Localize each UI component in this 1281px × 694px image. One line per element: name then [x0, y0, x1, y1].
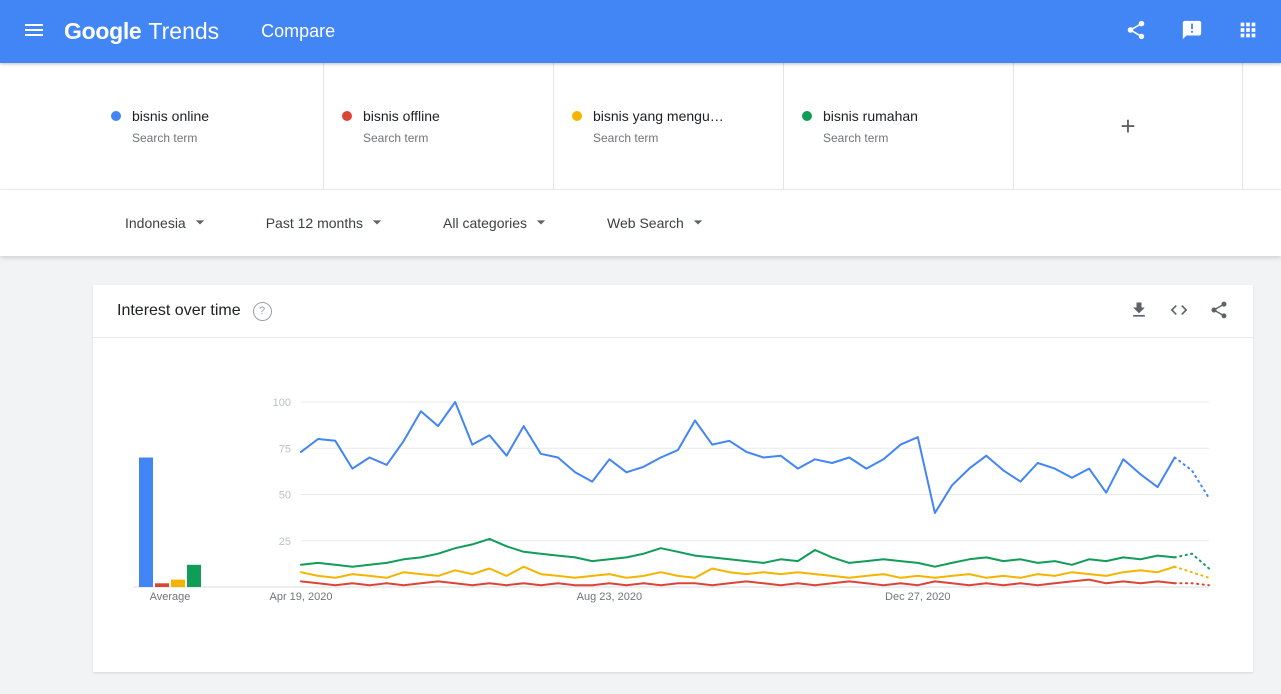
download-icon	[1129, 300, 1149, 323]
share-button[interactable]	[1125, 19, 1147, 44]
embed-code-icon	[1169, 300, 1189, 323]
term-label: bisnis online	[132, 107, 210, 124]
chart-actions	[1129, 300, 1229, 323]
term-type-label: Search term	[593, 130, 659, 145]
term-label: bisnis yang mengu…	[593, 107, 724, 124]
filter-time-range-label: Past 12 months	[265, 215, 363, 231]
app-header: Google Trends Compare	[0, 0, 1281, 63]
svg-text:100: 100	[273, 397, 291, 409]
svg-text:Average: Average	[150, 591, 191, 603]
hamburger-icon	[22, 18, 46, 45]
term-type-label: Search term	[823, 130, 889, 145]
page-title: Compare	[261, 21, 336, 41]
svg-text:Aug 23, 2020: Aug 23, 2020	[577, 591, 642, 603]
term-card-bisnis-yang-mengu[interactable]: bisnis yang mengu… Search term	[553, 63, 783, 189]
series-color-dot	[111, 110, 121, 121]
header-actions	[1125, 19, 1267, 44]
logo-google-text: Google	[64, 18, 142, 44]
share-icon	[1209, 300, 1229, 323]
share-icon	[1125, 19, 1147, 44]
help-icon[interactable]: ?	[252, 301, 272, 321]
series-color-dot	[802, 110, 812, 121]
chevron-down-icon	[527, 212, 551, 235]
term-card-bisnis-online[interactable]: bisnis online Search term	[93, 63, 323, 189]
filter-search-type-label: Web Search	[607, 215, 684, 231]
term-label: bisnis rumahan	[823, 107, 918, 124]
chevron-down-icon	[186, 212, 210, 235]
filters-bar: Indonesia Past 12 months All categories …	[0, 190, 1281, 256]
chart-card-header: Interest over time ?	[93, 285, 1253, 338]
comparison-terms-row: bisnis online Search term bisnis offline…	[0, 63, 1281, 190]
chart-share-button[interactable]	[1209, 300, 1229, 323]
term-card-bisnis-offline[interactable]: bisnis offline Search term	[323, 63, 553, 189]
main-content: Interest over time ?	[0, 256, 1281, 694]
term-type-label: Search term	[363, 130, 429, 145]
term-card-bisnis-rumahan[interactable]: bisnis rumahan Search term	[783, 63, 1013, 189]
download-csv-button[interactable]	[1129, 300, 1149, 323]
interest-over-time-chart[interactable]: 25 50 75 100 Apr 19, 2020 Aug 23, 2020 Dec 27,…	[93, 338, 1253, 628]
interest-over-time-card: Interest over time ?	[93, 285, 1253, 672]
plus-icon: +	[1120, 110, 1136, 141]
chart-title: Interest over time	[117, 302, 241, 319]
google-apps-grid-icon	[1237, 19, 1259, 44]
logo-trends-text: Trends	[148, 18, 220, 44]
series-color-dot	[572, 110, 582, 121]
chevron-down-icon	[684, 212, 708, 235]
filter-category-label: All categories	[443, 215, 528, 231]
filter-region-label: Indonesia	[125, 215, 186, 231]
svg-text:75: 75	[279, 443, 291, 455]
add-comparison-button[interactable]: +	[1013, 63, 1243, 189]
svg-text:Apr 19, 2020: Apr 19, 2020	[270, 591, 333, 603]
term-type-label: Search term	[132, 130, 198, 145]
filter-time-range[interactable]: Past 12 months	[266, 212, 387, 235]
series-color-dot	[342, 110, 352, 121]
svg-text:25: 25	[279, 536, 291, 548]
filter-category[interactable]: All categories	[443, 212, 551, 235]
svg-text:50: 50	[279, 490, 291, 502]
filter-search-type[interactable]: Web Search	[607, 212, 708, 235]
term-label: bisnis offline	[363, 107, 440, 124]
feedback-button[interactable]	[1181, 19, 1203, 44]
chevron-down-icon	[363, 212, 387, 235]
svg-text:Dec 27, 2020: Dec 27, 2020	[885, 591, 950, 603]
filter-region[interactable]: Indonesia	[125, 212, 210, 235]
google-apps-button[interactable]	[1237, 19, 1259, 44]
google-trends-logo[interactable]: Google Trends	[64, 20, 219, 43]
menu-button[interactable]	[10, 8, 58, 56]
feedback-icon	[1181, 19, 1203, 44]
trend-line-chart-svg[interactable]: 25 50 75 100 Apr 19, 2020 Aug 23, 2020 Dec 27,…	[93, 338, 1253, 628]
embed-button[interactable]	[1169, 300, 1189, 323]
